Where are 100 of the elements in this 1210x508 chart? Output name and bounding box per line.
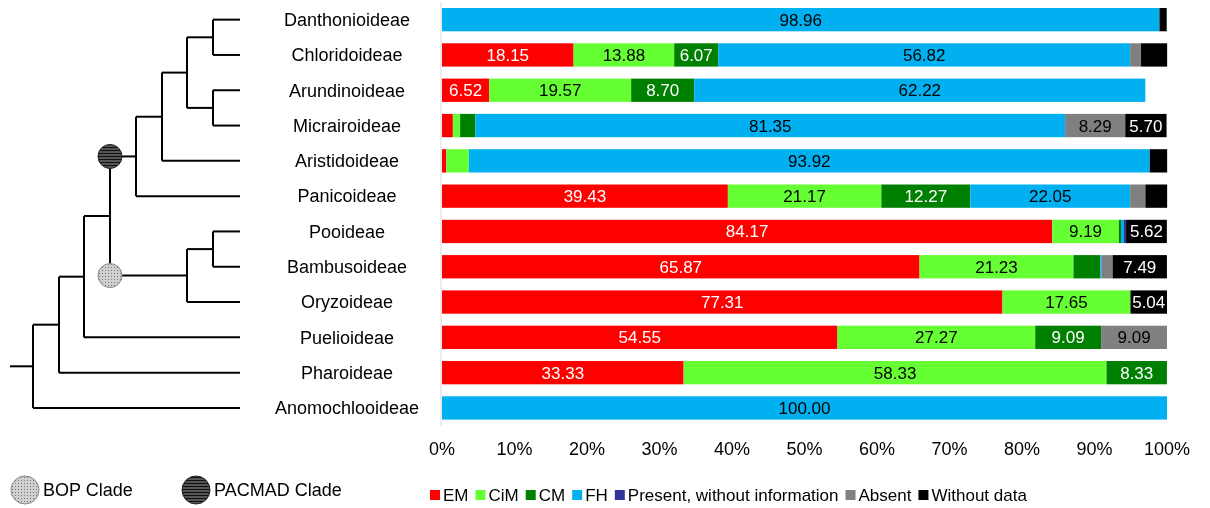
bar xyxy=(442,255,920,279)
bar xyxy=(919,255,1074,279)
bar xyxy=(837,325,1036,349)
bar xyxy=(442,325,838,349)
x-tick-label: 100% xyxy=(1143,439,1191,460)
bar xyxy=(442,219,1053,244)
bar xyxy=(1141,43,1168,67)
bar xyxy=(727,184,882,208)
bar xyxy=(1149,149,1168,173)
data-label: 6.07 xyxy=(679,45,713,65)
bar xyxy=(442,184,728,208)
bar xyxy=(468,149,1150,173)
legend-label: CM xyxy=(538,485,566,505)
x-tick-label: 0% xyxy=(428,439,456,460)
data-label: 9.19 xyxy=(1069,222,1103,242)
data-label: 17.65 xyxy=(1045,293,1088,312)
bar xyxy=(1130,43,1142,67)
y-tick-label: Chloridoideae xyxy=(291,45,403,66)
data-label: 100.00 xyxy=(778,398,831,418)
data-label: 21.17 xyxy=(783,187,826,207)
bar xyxy=(442,8,1160,32)
data-label: 58.33 xyxy=(873,363,917,383)
data-label: 19.57 xyxy=(538,81,582,101)
bar xyxy=(442,149,447,173)
data-label: 65.87 xyxy=(659,257,703,277)
data-label: 21.23 xyxy=(975,257,1018,277)
bar xyxy=(1002,290,1131,314)
y-tick-label: Oryzoideae xyxy=(300,292,394,313)
data-label: 13.88 xyxy=(602,45,646,65)
bar xyxy=(442,290,1003,314)
x-tick-label: 50% xyxy=(786,439,823,460)
bar xyxy=(442,113,453,138)
legend-label: CiM xyxy=(488,485,519,505)
y-tick-label: Pharoideae xyxy=(300,362,394,383)
text: PACMAD Clade xyxy=(214,480,342,501)
bar xyxy=(683,361,1107,385)
x-tick-label: 10% xyxy=(496,439,533,460)
text: BOP Clade xyxy=(43,480,133,501)
data-label: 33.33 xyxy=(541,363,585,383)
data-label: 8.29 xyxy=(1078,116,1112,136)
bar xyxy=(442,361,684,385)
data-label: 8.70 xyxy=(646,81,680,101)
data-label: 5.04 xyxy=(1132,293,1166,312)
legend-label: FH xyxy=(585,485,608,505)
x-tick-label: 90% xyxy=(1076,439,1113,460)
bar xyxy=(718,43,1131,67)
data-label: 5.62 xyxy=(1129,222,1164,242)
bar xyxy=(1130,184,1146,208)
bar xyxy=(489,78,632,102)
data-label: 12.27 xyxy=(904,187,948,207)
data-label: 8.33 xyxy=(1120,363,1154,383)
bar xyxy=(442,396,1167,420)
y-tick-label: Aristidoideae xyxy=(294,151,400,172)
y-tick-label: Anomochlooideae xyxy=(274,398,420,419)
data-label: 81.35 xyxy=(748,116,792,136)
y-tick-label: Micrairoideae xyxy=(292,115,402,136)
bar xyxy=(1101,255,1113,279)
bar xyxy=(1145,184,1168,208)
data-label: 9.09 xyxy=(1117,328,1151,348)
data-label: 27.27 xyxy=(915,328,958,348)
data-label: 84.17 xyxy=(725,222,769,242)
data-label: 18.15 xyxy=(486,45,530,65)
data-label: 22.05 xyxy=(1028,187,1072,207)
bar xyxy=(452,113,461,138)
x-tick-label: 20% xyxy=(568,439,606,460)
legend-label: Without data xyxy=(931,485,1028,505)
y-tick-label: Puelioideae xyxy=(299,327,395,348)
bar xyxy=(1159,8,1167,32)
data-label: 56.82 xyxy=(902,45,946,65)
data-label: 62.22 xyxy=(898,81,942,101)
bar xyxy=(573,43,675,67)
bar xyxy=(475,113,1066,138)
data-label: 6.52 xyxy=(449,81,483,101)
y-tick-label: Pooideae xyxy=(308,221,386,242)
data-label: 77.31 xyxy=(700,293,744,312)
data-label: 9.09 xyxy=(1051,328,1085,348)
x-tick-label: 80% xyxy=(1003,439,1041,460)
x-tick-label: 40% xyxy=(713,439,751,460)
y-tick-label: Danthonioideae xyxy=(283,9,411,30)
data-label: 39.43 xyxy=(563,187,607,207)
bar xyxy=(460,113,476,138)
y-tick-label: Bambusoideae xyxy=(286,257,408,278)
data-label: 5.70 xyxy=(1129,116,1163,136)
x-tick-label: 70% xyxy=(931,439,968,460)
bar xyxy=(970,184,1131,208)
bar xyxy=(446,149,469,173)
y-tick-label: Arundinoideae xyxy=(288,80,406,101)
data-label: 93.92 xyxy=(788,151,831,171)
x-tick-label: 30% xyxy=(641,439,678,460)
bar xyxy=(1073,255,1101,279)
legend-label: Absent xyxy=(858,485,912,505)
data-label: 54.55 xyxy=(618,328,662,348)
data-label: 7.49 xyxy=(1123,257,1157,277)
y-tick-label: Panicoideae xyxy=(297,186,397,207)
x-tick-label: 60% xyxy=(858,439,896,460)
bar xyxy=(694,78,1146,102)
legend-label: Present, without information xyxy=(627,485,839,505)
bar xyxy=(442,43,574,67)
legend-label: EM xyxy=(443,485,469,505)
data-label: 98.96 xyxy=(779,10,822,30)
